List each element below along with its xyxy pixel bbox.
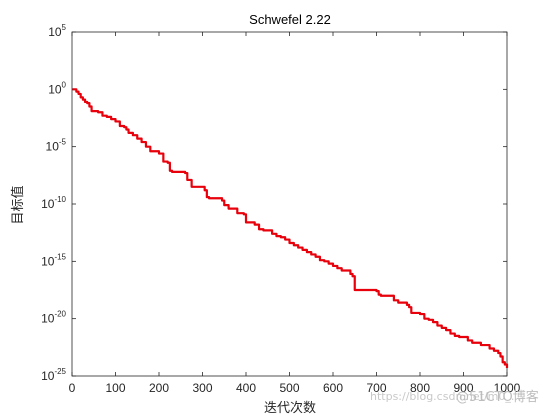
x-tick-label: 400 (236, 381, 256, 395)
x-tick-label: 600 (323, 381, 343, 395)
x-tick-label: 700 (366, 381, 386, 395)
x-tick-label: 800 (410, 381, 430, 395)
x-tick-label: 500 (279, 381, 299, 395)
x-axis-label: 迭代次数 (264, 400, 316, 416)
plot-area (71, 31, 508, 377)
y-tick-label: 10-10 (41, 195, 66, 211)
y-axis-label: 目标值 (10, 185, 26, 224)
y-tick-label: 100 (48, 80, 66, 96)
x-tick-label: 100 (105, 381, 125, 395)
watermark-url: https://blog.csdn.net/m0_... (370, 390, 521, 403)
x-tick-label: 200 (149, 381, 169, 395)
series-line (72, 88, 509, 368)
x-tick-label: 900 (453, 381, 473, 395)
x-tick-label: 0 (69, 381, 76, 395)
watermark-brand: @51CTO博客 (456, 389, 539, 405)
x-axis-ticks: 0 100 200 300 400 500 600 700 800 900 1000 (69, 32, 521, 395)
x-tick-label: 1000 (494, 381, 521, 395)
y-axis-ticks: 105 100 10-5 10-10 10-15 10-20 10-25 (41, 23, 507, 383)
y-tick-label: 10-25 (41, 367, 66, 383)
y-tick-label: 10-5 (46, 138, 67, 154)
chart-title: Schwefel 2.22 (249, 12, 331, 27)
y-tick-label: 10-20 (41, 310, 66, 326)
x-tick-label: 300 (192, 381, 212, 395)
y-tick-label: 105 (48, 23, 66, 39)
series-layer (72, 88, 509, 368)
y-tick-label: 10-15 (41, 252, 66, 268)
